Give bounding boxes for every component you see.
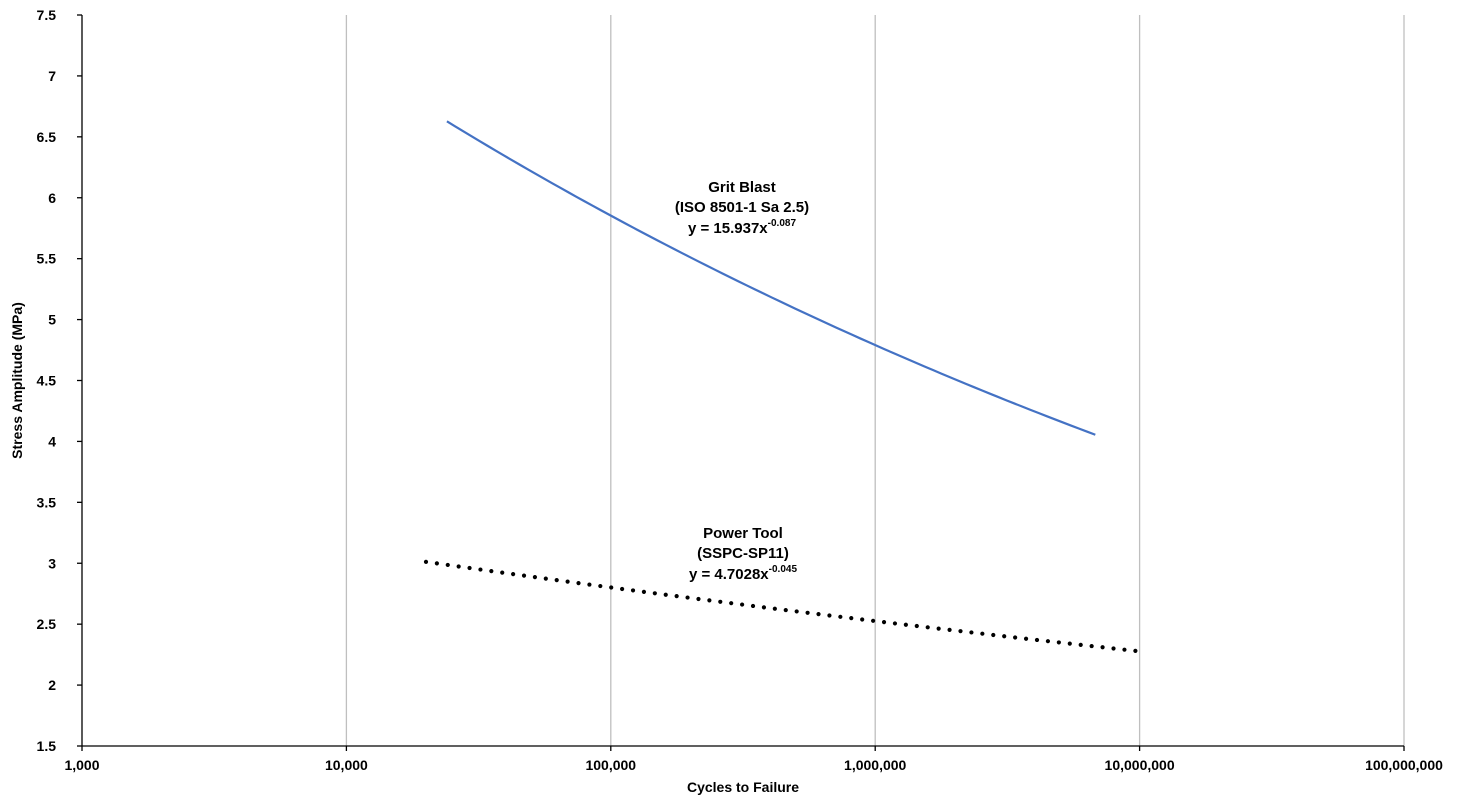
y-tick-label: 6	[48, 190, 56, 206]
y-tick-label: 6.5	[37, 129, 57, 145]
y-axis-title: Stress Amplitude (MPa)	[9, 302, 25, 459]
y-tick-label: 7.5	[37, 7, 57, 23]
equation-base: y = 4.7028x	[689, 566, 769, 583]
x-tick-label: 100,000,000	[1365, 757, 1443, 773]
x-tick-label: 10,000	[325, 757, 368, 773]
y-tick-label: 1.5	[37, 738, 57, 754]
x-tick-labels: 1,000 10,000 100,000 1,000,000 10,000,000 100…	[64, 757, 1443, 773]
annotation-equation: y = 4.7028x-0.045	[689, 564, 797, 583]
y-tick-label: 2	[48, 677, 56, 693]
y-tick-label: 5.5	[37, 251, 57, 267]
y-tick-label: 5	[48, 312, 56, 328]
annotation-name: Grit Blast	[708, 179, 776, 196]
y-tick-label: 7	[48, 68, 56, 84]
axes	[77, 14, 1405, 751]
y-tick-label: 4	[48, 433, 56, 449]
y-tick-labels: 1.5 2 2.5 3 3.5 4 4.5 5 5.5 6 6.5 7 7.5	[37, 7, 57, 754]
series-line-1	[446, 120, 1096, 436]
grid-lines	[345, 15, 1405, 746]
y-tick-label: 4.5	[37, 373, 57, 389]
x-tick-label: 1,000	[64, 757, 99, 773]
annotations: Grit Blast (ISO 8501-1 Sa 2.5) y = 15.937x…	[675, 179, 809, 583]
y-tick-label: 3	[48, 555, 56, 571]
equation-base: y = 15.937x	[688, 220, 768, 237]
y-tick-label: 3.5	[37, 494, 57, 510]
x-tick-label: 10,000,000	[1105, 757, 1175, 773]
annotation-standard: (SSPC-SP11)	[697, 545, 789, 562]
annotation-standard: (ISO 8501-1 Sa 2.5)	[675, 199, 809, 216]
y-tick-label: 2.5	[37, 616, 57, 632]
x-tick-label: 1,000,000	[844, 757, 906, 773]
annotation-equation: y = 15.937x-0.087	[688, 218, 796, 237]
x-axis-title: Cycles to Failure	[687, 779, 799, 795]
equation-exponent: -0.087	[768, 218, 797, 229]
series-lines	[423, 120, 1142, 654]
equation-exponent: -0.045	[769, 564, 798, 575]
series-line-2	[423, 559, 1142, 654]
annotation-name: Power Tool	[703, 525, 783, 542]
x-tick-label: 100,000	[585, 757, 636, 773]
